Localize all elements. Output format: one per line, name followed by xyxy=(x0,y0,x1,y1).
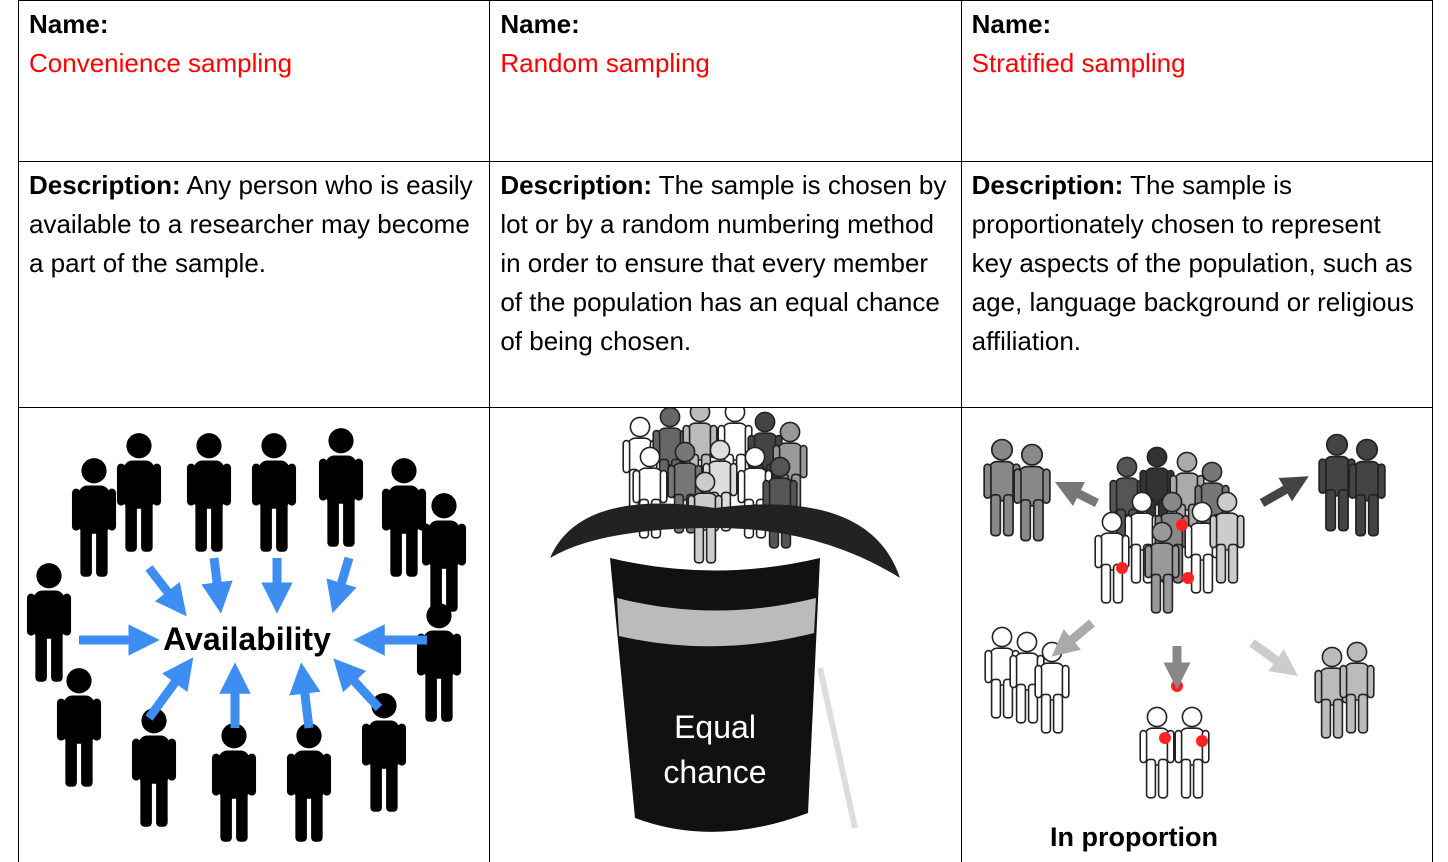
marker-dot xyxy=(1196,735,1208,747)
person-icon xyxy=(212,723,256,842)
person-icon xyxy=(422,493,466,612)
person-icon xyxy=(319,428,363,547)
method-name: Random sampling xyxy=(500,44,950,83)
person-icon xyxy=(132,708,176,827)
description-cell: Description: Any person who is easily av… xyxy=(19,162,490,408)
marker-dot xyxy=(1182,572,1194,584)
description-cell: Description: The sample is proportionate… xyxy=(961,162,1432,408)
person-icon xyxy=(1340,642,1374,732)
description-label: Description: xyxy=(972,170,1124,200)
person-icon xyxy=(187,433,231,552)
hat-crown xyxy=(610,558,820,832)
marker-dot xyxy=(1171,680,1183,692)
description-label: Description: xyxy=(500,170,652,200)
person-icon xyxy=(1175,707,1209,797)
person-icon xyxy=(1014,445,1050,541)
person-icon xyxy=(27,563,71,682)
description-label: Description: xyxy=(29,170,181,200)
person-icon xyxy=(252,433,296,552)
image-label: Availability xyxy=(163,621,331,657)
person-icon xyxy=(362,693,406,812)
person-icon xyxy=(417,603,461,722)
name-cell: Name:Random sampling xyxy=(490,1,961,162)
convenience-illustration: Availability xyxy=(19,408,497,862)
marker-dot xyxy=(1116,562,1128,574)
name-label: Name: xyxy=(29,5,479,44)
name-label: Name: xyxy=(972,5,1422,44)
person-icon xyxy=(382,458,426,577)
person-icon xyxy=(1140,707,1174,797)
marker-dot xyxy=(1176,519,1188,531)
name-label: Name: xyxy=(500,5,950,44)
marker-dot xyxy=(1159,732,1171,744)
hat-brim xyxy=(550,504,900,578)
person-icon xyxy=(72,458,116,577)
description-cell: Description: The sample is chosen by lot… xyxy=(490,162,961,408)
method-name: Stratified sampling xyxy=(972,44,1422,83)
stratified-illustration: In proportion xyxy=(962,408,1432,862)
person-icon xyxy=(117,433,161,552)
image-cell: Availability xyxy=(19,408,490,862)
name-cell: Name:Stratified sampling xyxy=(961,1,1432,162)
person-icon xyxy=(1349,440,1385,536)
image-cell: In proportion xyxy=(961,408,1432,862)
person-icon xyxy=(57,668,101,787)
method-name: Convenience sampling xyxy=(29,44,479,83)
wand xyxy=(820,668,855,828)
sampling-table: Name:Convenience sampling Name:Random sa… xyxy=(18,0,1433,862)
image-label: In proportion xyxy=(1050,822,1218,852)
name-cell: Name:Convenience sampling xyxy=(19,1,490,162)
person-icon xyxy=(287,723,331,842)
